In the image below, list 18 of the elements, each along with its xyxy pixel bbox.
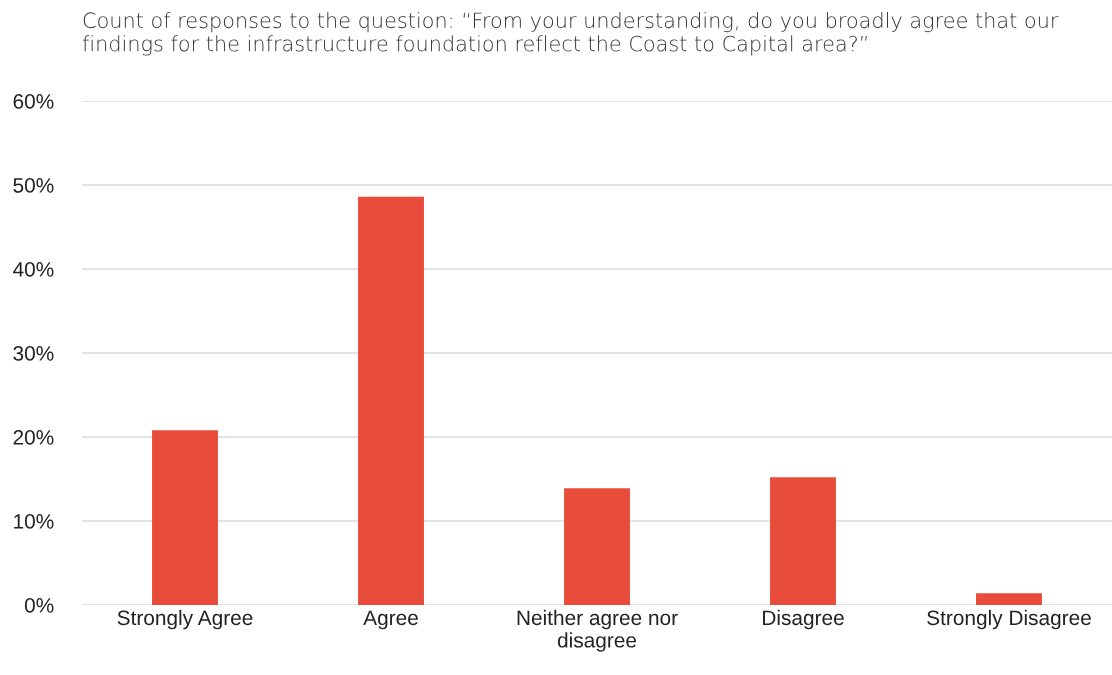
x-tick-label: Agree — [363, 610, 418, 630]
y-tick-label: 0% — [24, 598, 54, 613]
chart-title: Count of responses to the question: “From your understanding, do you broadly agree that our findings for the infrastructure foundation reflect the Coast to Capital area?” — [82, 12, 1059, 56]
x-tick-label: Strongly Agree — [117, 609, 253, 630]
x-tick-label: Strongly Disagree — [927, 609, 1091, 630]
y-tick-label: 50% — [13, 178, 54, 193]
x-tick-label: Disagree — [763, 609, 844, 630]
y-tick-label: 30% — [13, 346, 54, 361]
y-tick-label: 60% — [13, 94, 54, 109]
bar — [152, 430, 218, 605]
bar — [564, 488, 630, 605]
x-tick-label: Neither agree nor disagree — [517, 609, 678, 652]
bar — [976, 593, 1042, 605]
y-tick-label: 10% — [14, 514, 54, 529]
bar — [770, 477, 836, 605]
y-tick-label: 40% — [13, 262, 54, 277]
bar — [358, 196, 424, 605]
y-tick-label: 20% — [13, 430, 54, 445]
